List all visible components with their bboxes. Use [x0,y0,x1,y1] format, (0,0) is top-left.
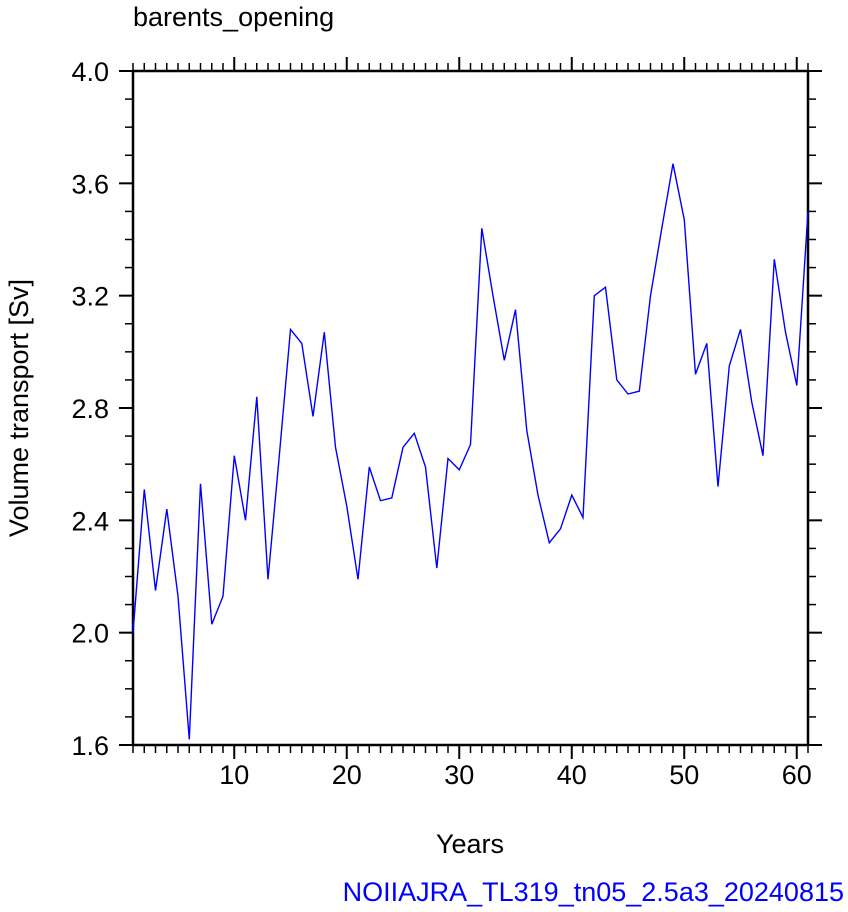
y-tick-label: 1.6 [71,731,109,761]
y-axis-label: Volume transport [Sv] [4,279,34,537]
x-axis-label: Years [436,829,504,859]
y-tick-label: 2.0 [71,619,109,649]
y-tick-label: 2.8 [71,394,109,424]
y-tick-label: 3.2 [71,282,109,312]
x-tick-label: 30 [444,760,474,790]
plot-frame [131,69,810,747]
x-tick-label: 40 [557,760,587,790]
x-tick-label: 50 [669,760,699,790]
axis-ticks [119,57,822,759]
chart-title: barents_opening [133,2,335,32]
y-tick-label: 4.0 [71,57,109,87]
x-tick-label: 60 [782,760,812,790]
y-tick-label: 2.4 [71,506,109,536]
run-id-label: NOIIAJRA_TL319_tn05_2.5a3_20240815 [342,877,844,907]
series-line [132,163,809,740]
x-tick-label: 20 [332,760,362,790]
x-tick-label: 10 [219,760,249,790]
axis-tick-labels: 10 20 30 40 50 60 1.6 2.0 2.4 2.8 3.2 3.6 4.0 [71,57,811,790]
y-tick-label: 3.6 [71,169,109,199]
